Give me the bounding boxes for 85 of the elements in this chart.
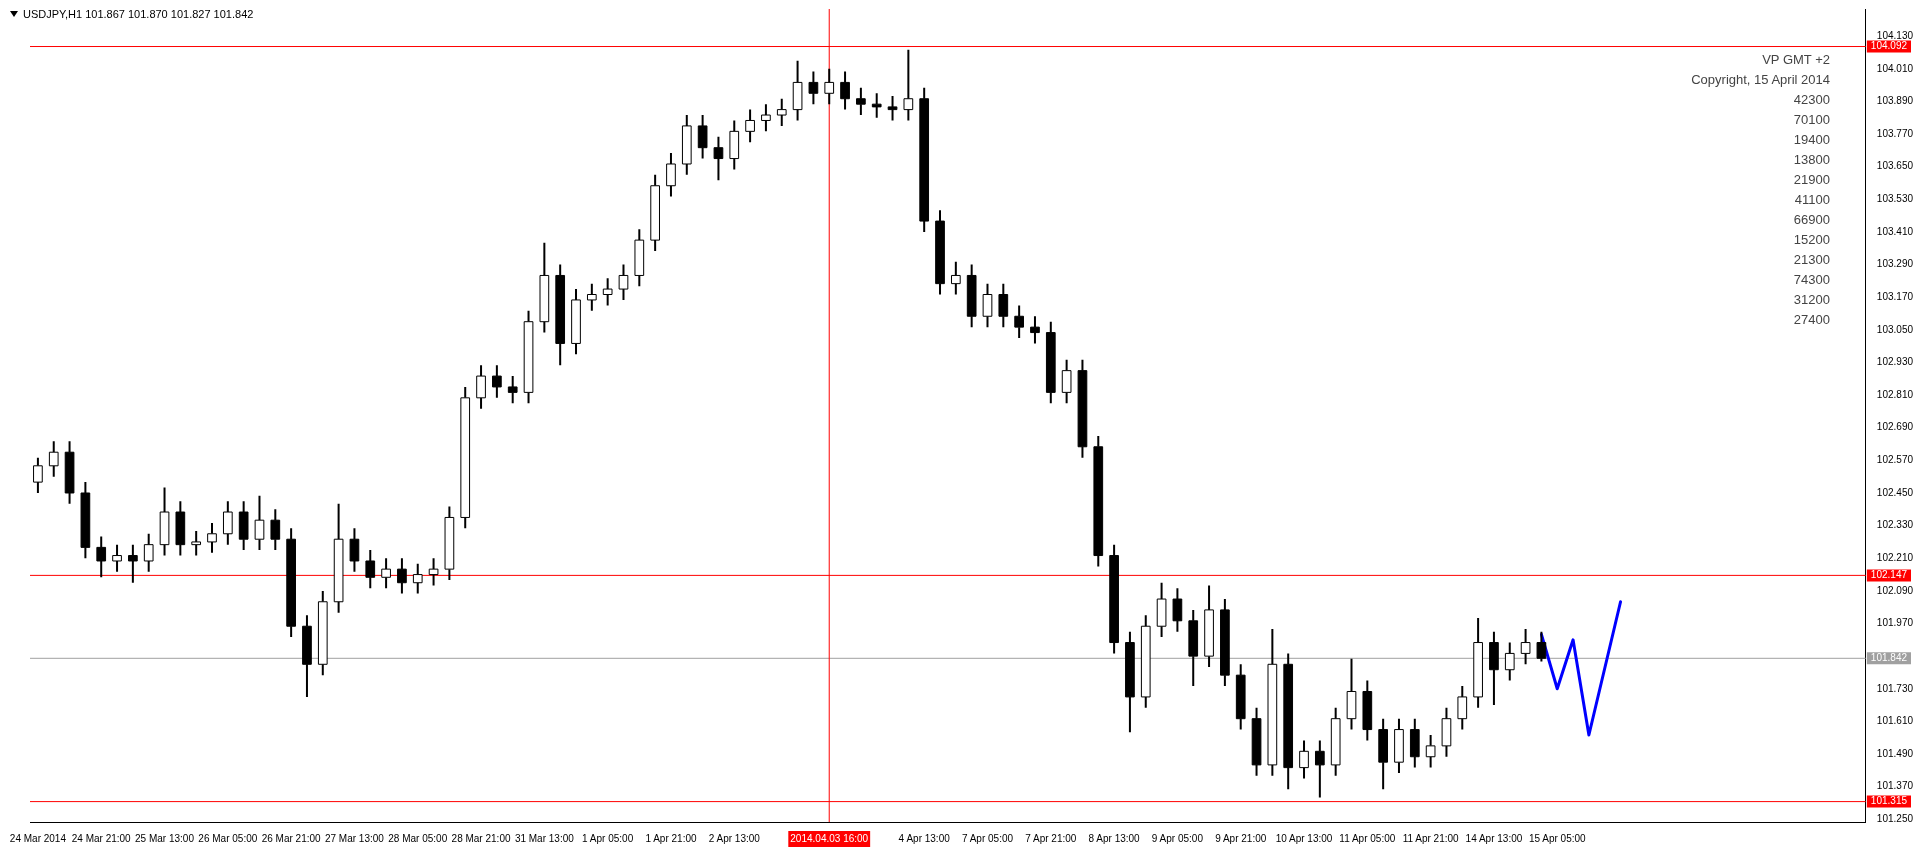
ref-line-label: 101.842 <box>1870 652 1908 664</box>
annotation: Copyright, 15 April 2014 <box>1691 71 1830 89</box>
chart-title: USDJPY,H1 101.867 101.870 101.827 101.842 <box>23 8 254 20</box>
annotation: 74300 <box>1792 271 1830 289</box>
ref-line-label: 102.147 <box>1870 569 1908 581</box>
x-tick-label: 9 Apr 21:00 <box>1215 832 1267 844</box>
x-tick-label: 8 Apr 13:00 <box>1088 832 1141 844</box>
y-tick-label: 103.170 <box>1876 290 1914 302</box>
x-tick-label: 24 Mar 21:00 <box>71 832 132 844</box>
x-tick-label: 4 Apr 13:00 <box>898 832 951 844</box>
x-tick-label: 28 Mar 05:00 <box>388 832 448 844</box>
candlestick <box>935 209 945 296</box>
y-tick-label: 102.330 <box>1876 519 1914 531</box>
y-tick-label: 103.770 <box>1876 127 1914 139</box>
annotation: 15200 <box>1792 231 1830 249</box>
y-tick-label: 101.490 <box>1876 747 1914 759</box>
y-tick-label: 101.250 <box>1876 813 1914 825</box>
x-tick-label: 14 Apr 13:00 <box>1465 832 1523 844</box>
y-tick-label: 101.970 <box>1876 617 1914 629</box>
annotation: 66900 <box>1792 211 1830 229</box>
x-tick-label: 1 Apr 05:00 <box>582 832 634 844</box>
candlestick <box>33 456 43 494</box>
candlestick <box>1204 584 1214 669</box>
annotation: 41100 <box>1793 191 1830 209</box>
candlestick <box>919 86 930 233</box>
y-tick-label: 103.530 <box>1876 193 1914 205</box>
y-tick-label: 102.450 <box>1876 486 1914 498</box>
y-tick-label: 104.130 <box>1876 29 1914 41</box>
annotation: 27400 <box>1792 311 1830 329</box>
annotation: 13800 <box>1792 151 1830 169</box>
candlestick <box>856 86 866 117</box>
y-tick-label: 101.370 <box>1876 780 1914 792</box>
y-tick-label: 104.010 <box>1876 62 1914 74</box>
candlestick <box>745 108 755 144</box>
candlestick <box>1220 598 1230 688</box>
x-tick-label: 7 Apr 21:00 <box>1025 832 1077 844</box>
candlestick <box>571 288 581 356</box>
candlestick <box>1378 717 1388 791</box>
y-tick-label: 103.890 <box>1876 95 1914 107</box>
y-tick-label: 101.610 <box>1876 715 1914 727</box>
candlestick <box>1283 652 1294 791</box>
y-tick-label: 102.090 <box>1876 584 1914 596</box>
x-tick-label: 28 Mar 21:00 <box>451 832 511 844</box>
candlestick <box>555 263 566 367</box>
x-tick-label: 9 Apr 05:00 <box>1151 832 1204 844</box>
x-tick-label: 25 Mar 13:00 <box>135 832 195 844</box>
x-tick-label: 11 Apr 21:00 <box>1402 832 1460 844</box>
candlestick <box>1125 630 1135 734</box>
x-tick-label: 27 Mar 13:00 <box>324 832 385 844</box>
annotation: 21300 <box>1792 251 1830 269</box>
annotation: 31200 <box>1792 291 1830 309</box>
candlestick <box>1109 543 1119 655</box>
candlestick <box>286 527 296 639</box>
y-tick-label: 102.690 <box>1876 421 1914 433</box>
x-tick-label: 31 Mar 13:00 <box>514 832 575 844</box>
annotation: 70100 <box>1792 111 1830 129</box>
x-tick-label: 2 Apr 13:00 <box>708 832 761 844</box>
x-tick-label: 26 Mar 21:00 <box>261 832 322 844</box>
x-tick-label: 2014.04.03 16:00 <box>790 832 869 844</box>
y-tick-label: 101.730 <box>1876 682 1914 694</box>
annotation: VP GMT +2 <box>1761 51 1830 69</box>
candlestick <box>1394 717 1404 775</box>
x-tick-label: 26 Mar 05:00 <box>198 832 258 844</box>
y-tick-label: 103.650 <box>1876 160 1914 172</box>
annotation: 42300 <box>1792 91 1830 109</box>
candlestick <box>1045 320 1056 405</box>
y-tick-label: 102.210 <box>1876 552 1914 563</box>
x-tick-label: 24 Mar 2014 <box>9 832 67 844</box>
y-tick-label: 102.810 <box>1876 388 1914 400</box>
x-tick-label: 7 Apr 05:00 <box>961 832 1014 844</box>
x-tick-label: 11 Apr 05:00 <box>1339 832 1396 844</box>
x-tick-label: 10 Apr 13:00 <box>1275 832 1333 844</box>
annotation: 21900 <box>1792 171 1830 189</box>
y-tick-label: 102.570 <box>1876 454 1914 466</box>
x-tick-label: 1 Apr 21:00 <box>645 832 697 844</box>
y-tick-label: 103.410 <box>1876 225 1914 237</box>
ref-line-label: 104.092 <box>1870 40 1908 52</box>
y-tick-label: 103.290 <box>1876 258 1914 270</box>
y-tick-label: 102.930 <box>1876 356 1914 368</box>
y-tick-label: 103.050 <box>1876 323 1914 335</box>
ref-line-label: 101.315 <box>1870 795 1908 807</box>
candlestick <box>650 173 660 252</box>
annotation: 19400 <box>1792 131 1830 149</box>
candlestick <box>1473 617 1483 709</box>
x-tick-label: 15 Apr 05:00 <box>1528 832 1587 844</box>
